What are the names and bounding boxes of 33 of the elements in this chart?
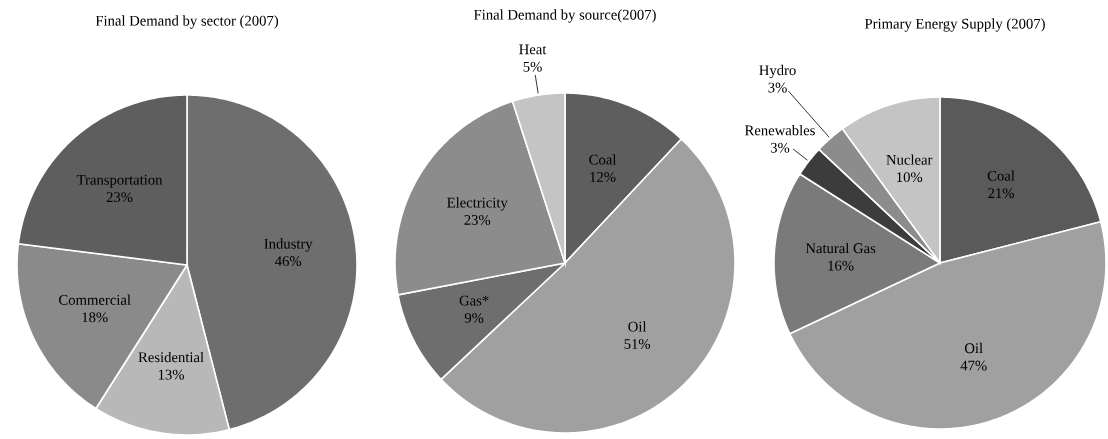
slice-label: Heat	[519, 44, 547, 55]
slice-label: Gas*	[459, 295, 489, 306]
chart-title: Final Demand by sector (2007)	[95, 15, 279, 29]
data-label: 5%	[523, 61, 542, 72]
slice-label: Commercial	[59, 294, 131, 305]
data-label: 13%	[158, 369, 184, 380]
data-label: 51%	[624, 339, 651, 349]
slice-label: Nuclear	[886, 154, 933, 165]
data-label: 47%	[960, 360, 987, 371]
slice-label: Renewables	[744, 125, 815, 136]
data-label: 16%	[828, 260, 854, 271]
slice-label: Oil	[628, 321, 647, 332]
data-label: 18%	[82, 312, 108, 323]
slice-label: Oil	[964, 342, 983, 354]
data-label: 46%	[275, 256, 302, 267]
chart-title: Final Demand by source(2007)	[473, 9, 656, 23]
slice-label: Transportation	[76, 174, 163, 188]
slice-label: Natural Gas	[805, 242, 876, 254]
data-label: 3%	[768, 82, 787, 93]
data-label: 23%	[106, 192, 133, 203]
data-label: 21%	[988, 188, 1014, 199]
data-label: 10%	[897, 172, 923, 183]
slice-label: Coal	[589, 154, 617, 165]
chart-title: Primary Energy Supply (2007)	[864, 18, 1045, 32]
slice-label: Electricity	[447, 197, 508, 211]
slice-label: Residential	[138, 351, 204, 363]
slice-label: Industry	[264, 238, 313, 252]
data-label: 23%	[464, 214, 491, 225]
data-label: 12%	[590, 172, 616, 182]
data-label: 9%	[464, 312, 484, 323]
data-label: 3%	[770, 142, 790, 153]
slice-label: Coal	[987, 170, 1015, 181]
slice-label: Hydro	[759, 64, 796, 79]
